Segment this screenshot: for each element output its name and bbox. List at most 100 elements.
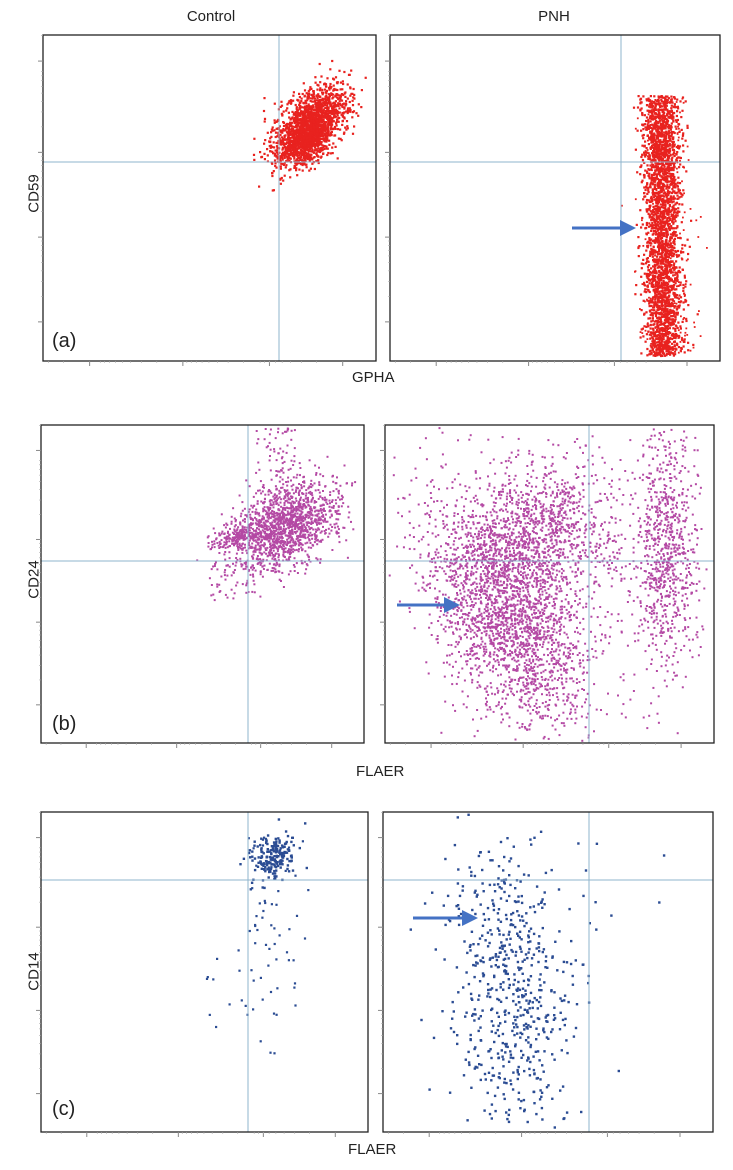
event-dot — [647, 286, 649, 288]
event-dot — [644, 151, 647, 154]
event-dot — [320, 104, 323, 107]
event-dot — [672, 131, 674, 133]
event-dot — [666, 184, 669, 187]
event-dot — [295, 107, 298, 110]
event-dot — [650, 111, 653, 114]
event-dot — [342, 82, 345, 86]
event-dot — [324, 85, 328, 88]
event-dot — [668, 243, 671, 246]
event-dot — [676, 167, 678, 170]
event-dot — [652, 265, 655, 268]
event-dot — [319, 133, 322, 136]
event-dot — [645, 128, 648, 131]
event-dot — [665, 194, 668, 197]
event-dot — [336, 81, 339, 84]
event-dot — [646, 299, 649, 302]
event-dot — [656, 212, 659, 215]
event-dot — [684, 334, 686, 337]
event-dot — [668, 135, 671, 138]
event-dot — [656, 241, 659, 244]
event-dot — [650, 110, 653, 113]
event-dot — [654, 212, 657, 215]
event-dot — [327, 126, 330, 129]
event-dot — [645, 128, 647, 131]
event-dot — [674, 203, 677, 206]
event-dot — [682, 289, 685, 292]
event-dot — [658, 284, 661, 287]
event-dot — [294, 103, 297, 107]
event-dot — [666, 338, 669, 341]
event-dot — [659, 203, 662, 206]
event-dot — [327, 151, 330, 155]
event-dot — [305, 166, 308, 169]
event-dot — [653, 198, 655, 201]
event-dot — [668, 186, 671, 189]
event-dot — [647, 155, 649, 158]
event-dot — [297, 122, 300, 125]
event-dot — [666, 346, 669, 349]
event-dot — [682, 287, 685, 290]
event-dot — [346, 110, 349, 113]
event-dot — [677, 351, 680, 354]
event-dot — [665, 329, 668, 332]
event-dot — [668, 142, 671, 145]
event-dot — [313, 97, 317, 100]
event-dot — [646, 182, 649, 185]
event-dot — [651, 188, 654, 191]
event-dot — [645, 325, 648, 328]
event-dot — [663, 116, 666, 119]
event-dot — [655, 129, 658, 132]
event-dot — [655, 259, 658, 262]
event-dot — [674, 186, 677, 189]
event-dot — [648, 333, 651, 336]
event-dot — [652, 127, 655, 130]
event-dot — [653, 350, 656, 353]
event-dot — [654, 205, 657, 208]
event-dot — [339, 94, 342, 97]
event-dot — [331, 105, 334, 108]
event-dot — [325, 99, 328, 102]
event-dot — [666, 210, 669, 213]
event-dot — [673, 350, 677, 353]
event-dot — [298, 130, 301, 133]
event-dot — [317, 95, 320, 98]
event-dot — [643, 175, 646, 178]
event-dot — [687, 341, 690, 344]
event-dot — [664, 263, 667, 266]
event-dot — [665, 271, 668, 274]
event-dot — [654, 151, 657, 154]
event-dot — [666, 251, 669, 254]
event-dot — [674, 208, 677, 211]
event-dot — [270, 135, 273, 138]
event-dot — [668, 316, 671, 319]
event-dot — [652, 183, 655, 186]
event-dot — [659, 196, 662, 199]
event-dot — [674, 336, 677, 339]
event-dot — [673, 150, 676, 152]
event-dot — [663, 220, 666, 223]
event-dot — [325, 89, 328, 92]
event-dot — [345, 128, 348, 131]
event-dot — [654, 169, 657, 172]
event-dot — [662, 280, 665, 283]
event-dot — [679, 271, 682, 274]
event-dot — [672, 240, 675, 243]
event-dot — [341, 88, 344, 91]
event-dot — [328, 110, 331, 113]
event-dot — [658, 320, 661, 323]
event-dot — [346, 97, 349, 100]
event-dot — [653, 122, 656, 125]
event-dot — [651, 306, 655, 309]
event-dot — [313, 132, 316, 136]
xlabel-row-a: GPHA — [352, 369, 395, 386]
event-dot — [669, 257, 672, 260]
event-dot — [666, 269, 669, 272]
event-dot — [673, 305, 677, 308]
event-dot — [647, 231, 650, 234]
event-dot — [678, 196, 681, 199]
event-dot — [657, 168, 660, 171]
event-dot — [664, 327, 667, 330]
event-dot — [291, 148, 294, 151]
event-dot — [682, 216, 684, 219]
event-dot — [642, 258, 645, 261]
